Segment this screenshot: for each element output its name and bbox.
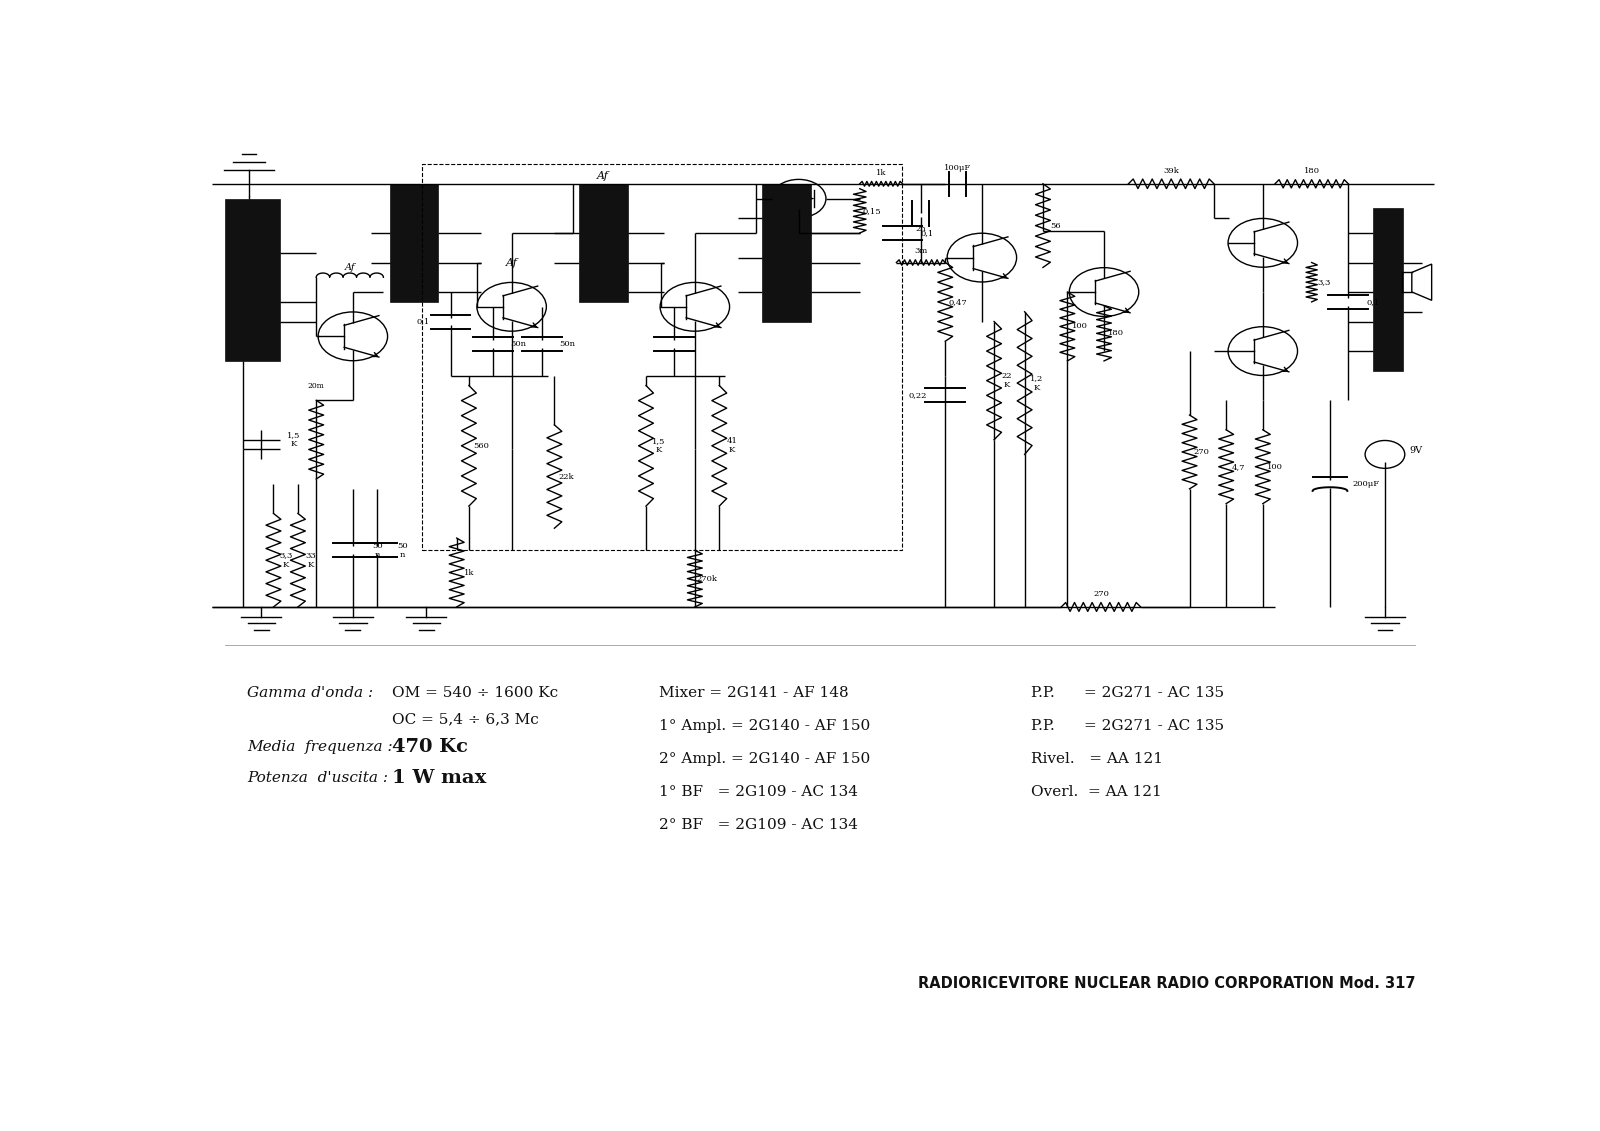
Text: 50
n: 50 n bbox=[397, 542, 408, 559]
Text: 22k: 22k bbox=[558, 473, 574, 481]
Text: 100: 100 bbox=[1072, 322, 1088, 330]
Text: 3m: 3m bbox=[914, 248, 928, 256]
Text: 0,22: 0,22 bbox=[909, 391, 926, 399]
Text: 270: 270 bbox=[1194, 448, 1210, 456]
Text: 22
K: 22 K bbox=[1002, 372, 1011, 389]
Text: 2° BF   = 2G109 - AC 134: 2° BF = 2G109 - AC 134 bbox=[659, 819, 858, 832]
Text: 100μF: 100μF bbox=[944, 164, 971, 172]
Text: 1,2
K: 1,2 K bbox=[1030, 374, 1043, 391]
Text: 0,1: 0,1 bbox=[920, 228, 934, 238]
Text: Media  frequenza :: Media frequenza : bbox=[246, 740, 392, 754]
Text: 39k: 39k bbox=[1163, 166, 1179, 174]
Text: 1° BF   = 2G109 - AC 134: 1° BF = 2G109 - AC 134 bbox=[659, 785, 858, 800]
Text: RADIORICEVITORE NUCLEAR RADIO CORPORATION Mod. 317: RADIORICEVITORE NUCLEAR RADIO CORPORATIO… bbox=[918, 976, 1416, 991]
Text: Rivel.   = AA 121: Rivel. = AA 121 bbox=[1030, 752, 1163, 767]
Text: 1k: 1k bbox=[875, 169, 886, 178]
Text: 470 Kc: 470 Kc bbox=[392, 739, 469, 756]
Text: 0,47: 0,47 bbox=[949, 297, 966, 305]
Text: P.P.      = 2G271 - AC 135: P.P. = 2G271 - AC 135 bbox=[1030, 687, 1224, 700]
Text: 20m: 20m bbox=[307, 381, 325, 389]
Text: 270: 270 bbox=[1093, 590, 1109, 598]
Text: Af: Af bbox=[344, 264, 355, 273]
Text: 2° Ampl. = 2G140 - AF 150: 2° Ampl. = 2G140 - AF 150 bbox=[659, 752, 870, 767]
Bar bbox=[389, 184, 438, 302]
Text: 50n: 50n bbox=[558, 339, 574, 347]
Text: P.P.      = 2G271 - AC 135: P.P. = 2G271 - AC 135 bbox=[1030, 719, 1224, 733]
Text: 1 W max: 1 W max bbox=[392, 769, 486, 787]
Text: 3,3: 3,3 bbox=[1317, 278, 1331, 286]
Text: 180: 180 bbox=[1304, 167, 1320, 175]
Bar bbox=[579, 184, 627, 302]
Bar bbox=[224, 199, 280, 361]
Text: 0,1: 0,1 bbox=[416, 318, 430, 326]
Text: Overl.  = AA 121: Overl. = AA 121 bbox=[1030, 785, 1162, 800]
Text: 33
K: 33 K bbox=[306, 552, 315, 569]
Text: 3,3
K: 3,3 K bbox=[278, 552, 293, 569]
Text: Af: Af bbox=[597, 172, 610, 181]
Text: Potenza  d'uscita :: Potenza d'uscita : bbox=[246, 771, 389, 785]
Text: OC = 5,4 ÷ 6,3 Mc: OC = 5,4 ÷ 6,3 Mc bbox=[392, 713, 539, 726]
Bar bbox=[422, 164, 902, 551]
Text: 0,15: 0,15 bbox=[862, 207, 882, 215]
Text: 1° Ampl. = 2G140 - AF 150: 1° Ampl. = 2G140 - AF 150 bbox=[659, 719, 870, 733]
Text: 50n: 50n bbox=[510, 339, 526, 347]
Text: 180: 180 bbox=[1109, 329, 1125, 337]
Text: 270k: 270k bbox=[696, 575, 718, 582]
Text: 560: 560 bbox=[474, 442, 490, 450]
Text: 41
K: 41 K bbox=[726, 438, 738, 455]
Polygon shape bbox=[784, 190, 814, 207]
Text: 9V: 9V bbox=[1410, 447, 1422, 456]
Bar bbox=[1373, 208, 1403, 371]
Text: 1,5
K: 1,5 K bbox=[288, 431, 301, 448]
Text: 4,7: 4,7 bbox=[1232, 463, 1245, 470]
Text: 56: 56 bbox=[1050, 222, 1061, 230]
Text: 1k: 1k bbox=[464, 569, 474, 577]
Text: 200μF: 200μF bbox=[1352, 480, 1379, 487]
Text: Gamma d'onda :: Gamma d'onda : bbox=[246, 687, 373, 700]
Text: 50
n: 50 n bbox=[373, 542, 382, 559]
Text: 0,1: 0,1 bbox=[1366, 297, 1379, 305]
Text: Mixer = 2G141 - AF 148: Mixer = 2G141 - AF 148 bbox=[659, 687, 848, 700]
Text: 1,5
K: 1,5 K bbox=[651, 438, 666, 455]
Text: 2n: 2n bbox=[915, 225, 926, 233]
Text: Af: Af bbox=[506, 258, 517, 268]
Bar bbox=[762, 184, 811, 321]
Text: OM = 540 ÷ 1600 Kc: OM = 540 ÷ 1600 Kc bbox=[392, 687, 558, 700]
Text: 100: 100 bbox=[1267, 463, 1283, 470]
